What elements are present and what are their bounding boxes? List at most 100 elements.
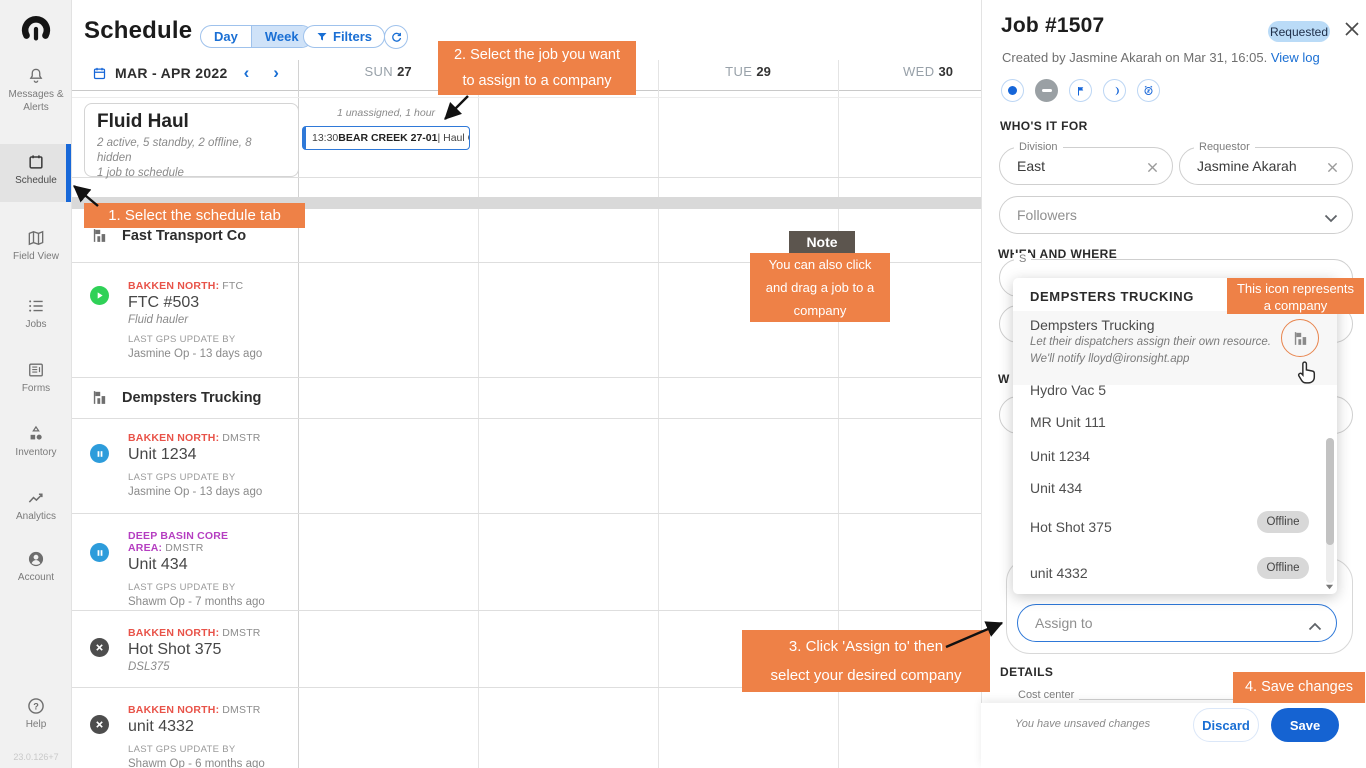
sidebar-item-inventory[interactable]: Inventory (0, 424, 72, 459)
offline-badge: Offline (1257, 511, 1309, 533)
sidebar-item-account[interactable]: Account (0, 549, 72, 584)
grid-line (72, 513, 981, 514)
sidebar-item-analytics[interactable]: Analytics (0, 488, 72, 523)
funnel-icon (317, 32, 327, 40)
created-line: Created by Jasmine Akarah on Mar 31, 16:… (1002, 50, 1320, 65)
sidebar-item-messages[interactable]: Messages & Alerts (0, 66, 72, 114)
dropdown-item[interactable]: Hydro Vac 5 (1030, 382, 1106, 398)
sidebar-item-help[interactable]: ? Help (0, 696, 72, 731)
status-offline-icon (90, 715, 109, 734)
scrollbar-down-arrow[interactable] (1325, 578, 1335, 590)
division-field[interactable]: Division East (999, 141, 1173, 185)
minus-icon (1041, 89, 1052, 92)
sidebar: Messages & Alerts Schedule Field View (0, 0, 72, 768)
dropdown-item[interactable]: MR Unit 111 (1030, 414, 1106, 430)
schedule-grid: Schedule Day Week Filters MAR - APR 2022… (72, 0, 981, 768)
resource-row-unit-434[interactable]: DEEP BASIN CORE AREA: DMSTR Unit 434 LAST… (72, 513, 298, 610)
calendar-icon (93, 67, 106, 79)
followers-field[interactable]: Followers (999, 196, 1353, 234)
lane-jobs-count: 1 job to schedule (97, 167, 184, 179)
dropdown-company-option[interactable]: Dempsters Trucking Let their dispatchers… (1013, 311, 1337, 385)
cost-center-field[interactable]: Cost center (1013, 689, 1080, 701)
tooltip-step3: 3. Click 'Assign to' then select your de… (742, 630, 990, 692)
date-navigator: MAR - APR 2022 ‹ › (92, 64, 287, 82)
gps-label: LAST GPS UPDATE BY (128, 582, 236, 593)
job-title: Job #1507 (1001, 14, 1105, 37)
scrollbar-thumb[interactable] (1326, 438, 1334, 545)
sidebar-selected-highlight (0, 144, 72, 202)
refresh-button[interactable] (384, 25, 408, 49)
area-tag: BAKKEN NORTH: DMSTR (128, 704, 261, 716)
clear-division-button[interactable] (1147, 160, 1159, 173)
assign-to-field[interactable]: Assign to (1017, 604, 1337, 642)
dropdown-item[interactable]: unit 4332 (1030, 565, 1088, 581)
trend-chart-icon (28, 493, 43, 503)
tooltip-note-body: You can also click and drag a job to a c… (750, 253, 890, 322)
unsaved-changes-note: You have unsaved changes (1015, 718, 1151, 730)
sidebar-label: Alerts (23, 102, 49, 113)
column-header-sun: SUN 27 (364, 64, 412, 79)
field-placeholder: Followers (1017, 207, 1077, 223)
column-header-wed: WED 30 (903, 64, 953, 79)
field-label: Division (1014, 141, 1063, 153)
clear-requestor-button[interactable] (1327, 160, 1339, 173)
sidebar-item-schedule[interactable]: Schedule (0, 152, 72, 187)
status-pause-icon (90, 444, 109, 463)
ironsight-logo-icon (21, 16, 51, 41)
filters-button[interactable]: Filters (303, 25, 386, 48)
next-week-button[interactable]: › (273, 63, 279, 82)
sidebar-label: Field View (13, 251, 59, 262)
field-value: Jasmine Akarah (1197, 158, 1297, 174)
company-option-line2: We'll notify lloyd@ironsight.app (1030, 353, 1190, 365)
status-dot-button[interactable] (1001, 79, 1024, 102)
resource-row-unit-4332[interactable]: BAKKEN NORTH: DMSTR unit 4332 LAST GPS UP… (72, 687, 298, 768)
resource-row-hot-shot-375[interactable]: BAKKEN NORTH: DMSTR Hot Shot 375 DSL375 (72, 610, 298, 687)
night-shift-button[interactable] (1103, 79, 1126, 102)
flag-button[interactable] (1069, 79, 1092, 102)
snooze-timer-button[interactable] (1137, 79, 1160, 102)
resource-row-unit-1234[interactable]: BAKKEN NORTH: DMSTR Unit 1234 LAST GPS UP… (72, 418, 298, 513)
dropdown-item[interactable]: Unit 1234 (1030, 448, 1090, 464)
section-header-who: WHO'S IT FOR (1000, 119, 1088, 133)
job-chip-bear-creek[interactable]: 13:30 BEAR CREEK 27-01 | Haul C… (302, 126, 470, 150)
grid-line (72, 418, 981, 419)
day-toggle-button[interactable]: Day (214, 29, 238, 44)
company-icon (1294, 331, 1306, 345)
week-toggle-button[interactable]: Week (250, 26, 312, 47)
section-header-details: DETAILS (1000, 665, 1054, 679)
grid-line (72, 687, 981, 688)
panel-footer: You have unsaved changes Discard Save (981, 703, 1366, 768)
close-panel-button[interactable] (1344, 21, 1362, 39)
requestor-field[interactable]: Requestor Jasmine Akarah (1179, 141, 1353, 185)
status-offline-icon (90, 638, 109, 657)
prev-week-button[interactable]: ‹ (243, 63, 250, 82)
sidebar-item-jobs[interactable]: Jobs (0, 296, 72, 331)
sidebar-item-forms[interactable]: Forms (0, 360, 72, 395)
company-icon (93, 391, 106, 404)
lane-title: Fluid Haul (97, 111, 189, 132)
resource-name: unit 4332 (128, 718, 194, 735)
sidebar-label: Messages & (8, 89, 64, 100)
lane-summary: 2 active, 5 standby, 2 offline, 8 hidden (97, 137, 252, 164)
chevron-down-icon (1324, 210, 1338, 223)
lane-card-fluid-haul[interactable]: Fluid Haul 2 active, 5 standby, 2 offlin… (84, 103, 299, 179)
company-header-dempsters[interactable]: Dempsters Trucking (72, 377, 298, 418)
priority-none-button[interactable] (1035, 79, 1058, 102)
dropdown-item[interactable]: Hot Shot 375 (1030, 519, 1112, 535)
map-icon (28, 230, 44, 246)
grid-line (72, 177, 981, 178)
resource-row-ftc-503[interactable]: BAKKEN NORTH: FTC FTC #503 Fluid hauler L… (72, 262, 298, 377)
grid-line (838, 60, 839, 768)
alarm-icon (1144, 85, 1153, 96)
discard-button[interactable]: Discard (1193, 708, 1259, 742)
cost-center-border (1079, 699, 1325, 700)
grid-line (72, 262, 981, 263)
save-button[interactable]: Save (1271, 708, 1339, 742)
company-header-fast-transport[interactable]: Fast Transport Co (72, 209, 298, 262)
date-range-label: MAR - APR 2022 (115, 65, 228, 81)
dropdown-item[interactable]: Unit 434 (1030, 480, 1083, 496)
tooltip-step2: 2. Select the job you want to assign to … (438, 41, 636, 95)
sidebar-item-field-view[interactable]: Field View (0, 228, 72, 263)
resource-subtitle: Fluid hauler (128, 314, 189, 326)
view-log-link[interactable]: View log (1270, 50, 1320, 65)
